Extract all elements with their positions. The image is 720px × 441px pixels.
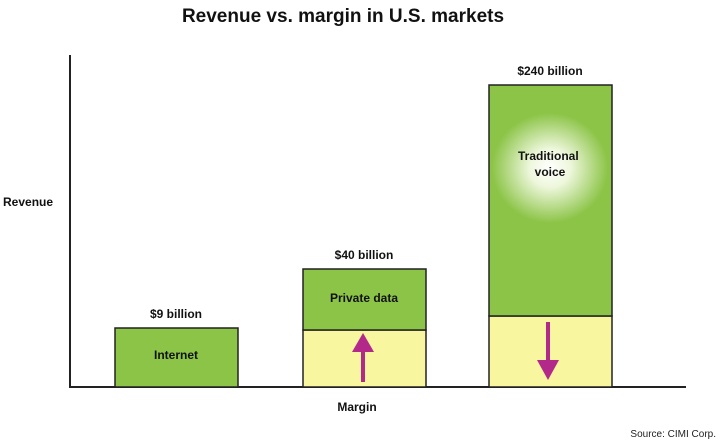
bar-private-data-value-label: $40 billion [335, 248, 394, 262]
bar-private-data-revenue [302, 268, 427, 331]
bar-traditional-voice-label-line1: Traditional [518, 149, 579, 163]
chart-title: Revenue vs. margin in U.S. markets [182, 6, 504, 27]
bar-internet-value-label: $9 billion [150, 307, 202, 321]
bar-traditional-voice-value-label: $240 billion [517, 64, 582, 78]
bar-traditional-voice-margin [488, 315, 613, 388]
arrow-up-icon [352, 333, 374, 382]
source-note: Source: CIMI Corp. [630, 429, 716, 440]
y-axis-label: Revenue [3, 195, 53, 209]
bar-traditional-voice-label-line2: voice [535, 165, 566, 179]
bar-internet: Internet $9 billion [114, 307, 239, 388]
bar-private-data: Private data $40 billion [302, 248, 427, 388]
bar-internet-revenue [114, 327, 239, 388]
bar-traditional-voice-label: Traditional voice [518, 149, 582, 179]
bar-private-data-label: Private data [330, 291, 398, 305]
bar-traditional-voice-glow [492, 113, 608, 223]
x-axis-label: Margin [337, 400, 376, 414]
bar-internet-label: Internet [154, 348, 198, 362]
bar-traditional-voice: Traditional voice $240 billion [488, 64, 613, 388]
arrow-down-icon [537, 322, 559, 380]
